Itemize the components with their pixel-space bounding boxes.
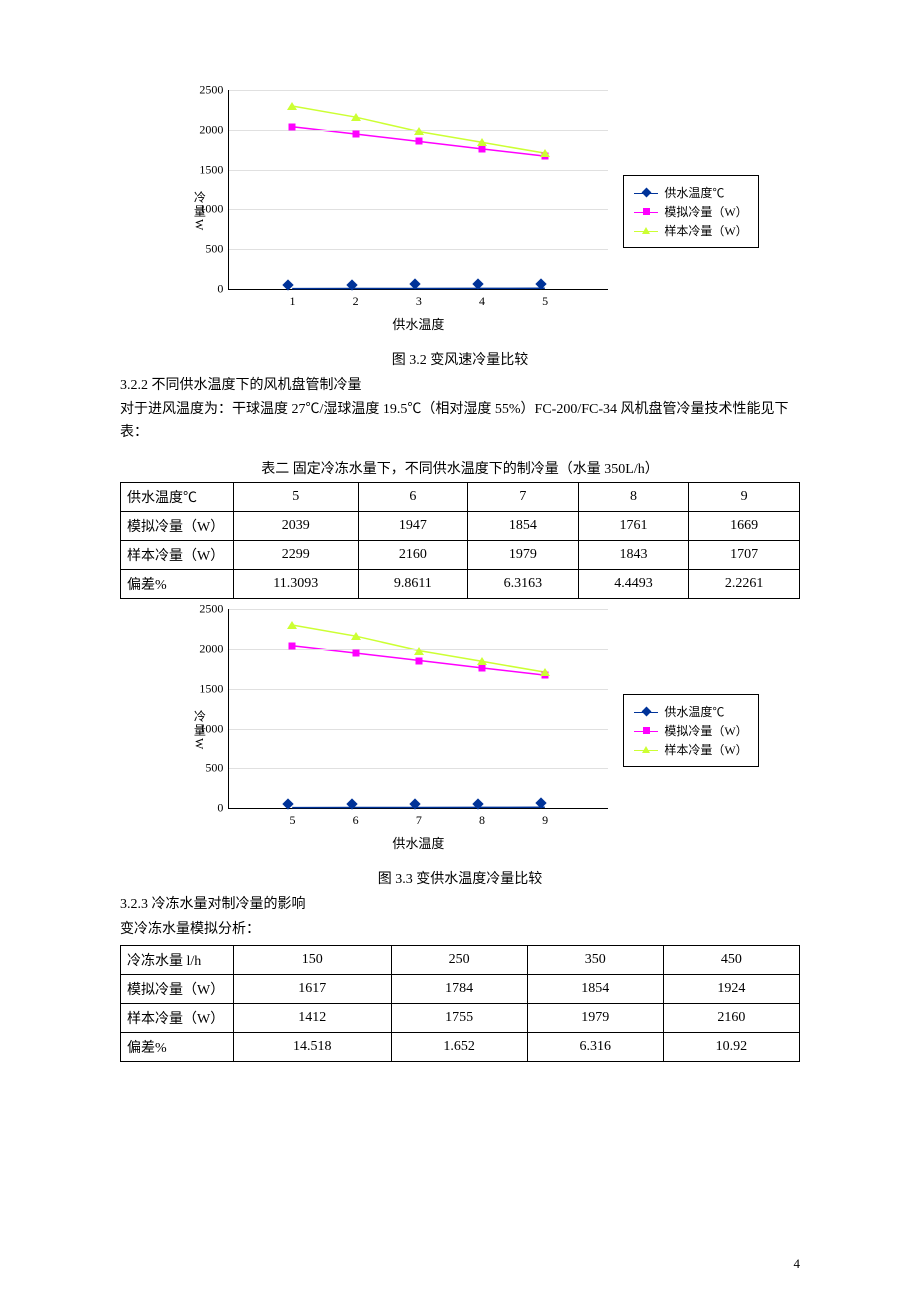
table-cell: 1947	[358, 512, 468, 541]
chart-fig-3-2: 冷量W 0500100015002000250012345 供水温度 供水温度℃…	[150, 90, 800, 333]
table-cell: 6.3163	[468, 570, 579, 599]
table-header-cell: 250	[391, 945, 527, 974]
table-cell: 样本冷量（W）	[121, 541, 234, 570]
xtick-label: 3	[416, 294, 422, 309]
legend-item: 模拟冷量（W）	[634, 722, 747, 739]
table-row: 模拟冷量（W）1617178418541924	[121, 974, 800, 1003]
ytick-label: 0	[181, 282, 223, 297]
table-cell: 1617	[234, 974, 392, 1003]
ytick-label: 2500	[181, 602, 223, 617]
section-3-2-2-text: 对于进风温度为：干球温度 27℃/湿球温度 19.5℃（相对湿度 55%）FC-…	[120, 399, 800, 444]
table-cell: 1854	[468, 512, 579, 541]
table-cell: 偏差%	[121, 570, 234, 599]
ytick-label: 1500	[181, 162, 223, 177]
table-cell: 4.4493	[578, 570, 689, 599]
table-header-cell: 冷冻水量 l/h	[121, 945, 234, 974]
ytick-label: 500	[181, 761, 223, 776]
section-3-2-2-title: 3.2.2 不同供水温度下的风机盘管制冷量	[120, 375, 800, 397]
ytick-label: 2000	[181, 122, 223, 137]
table-header-cell: 150	[234, 945, 392, 974]
xtick-label: 4	[479, 294, 485, 309]
chart2-xlabel: 供水温度	[228, 833, 608, 852]
table-header-cell: 9	[689, 483, 800, 512]
table-cell: 2039	[234, 512, 359, 541]
section-3-2-3-title: 3.2.3 冷冻水量对制冷量的影响	[120, 894, 800, 916]
ytick-label: 2500	[181, 83, 223, 98]
table-header-cell: 350	[527, 945, 663, 974]
table-header-cell: 450	[663, 945, 799, 974]
table-cell: 1784	[391, 974, 527, 1003]
table-row: 模拟冷量（W）20391947185417611669	[121, 512, 800, 541]
table-3: 冷冻水量 l/h150250350450模拟冷量（W）1617178418541…	[120, 945, 800, 1062]
table-header-cell: 6	[358, 483, 468, 512]
legend-item: 样本冷量（W）	[634, 222, 747, 239]
table-row: 样本冷量（W）1412175519792160	[121, 1003, 800, 1032]
ytick-label: 2000	[181, 641, 223, 656]
table-cell: 9.8611	[358, 570, 468, 599]
caption-fig-3-3: 图 3.3 变供水温度冷量比较	[120, 868, 800, 888]
table-cell: 2160	[663, 1003, 799, 1032]
table-cell: 1979	[468, 541, 579, 570]
table-cell: 1854	[527, 974, 663, 1003]
legend-item: 供水温度℃	[634, 184, 747, 201]
table-cell: 11.3093	[234, 570, 359, 599]
table-cell: 14.518	[234, 1032, 392, 1061]
table-row: 偏差%14.5181.6526.31610.92	[121, 1032, 800, 1061]
table-cell: 样本冷量（W）	[121, 1003, 234, 1032]
ytick-label: 500	[181, 242, 223, 257]
table-cell: 1755	[391, 1003, 527, 1032]
table-header-cell: 供水温度℃	[121, 483, 234, 512]
table-cell: 2160	[358, 541, 468, 570]
table-cell: 偏差%	[121, 1032, 234, 1061]
table-row: 偏差%11.30939.86116.31634.44932.2261	[121, 570, 800, 599]
table-cell: 1669	[689, 512, 800, 541]
xtick-label: 1	[289, 294, 295, 309]
caption-fig-3-2: 图 3.2 变风速冷量比较	[120, 349, 800, 369]
chart-fig-3-3: 冷量W 0500100015002000250056789 供水温度 供水温度℃…	[150, 609, 800, 852]
xtick-label: 2	[353, 294, 359, 309]
table-header-cell: 5	[234, 483, 359, 512]
ytick-label: 0	[181, 801, 223, 816]
ytick-label: 1000	[181, 202, 223, 217]
table-cell: 10.92	[663, 1032, 799, 1061]
table-header-cell: 7	[468, 483, 579, 512]
table-2-title: 表二 固定冷冻水量下，不同供水温度下的制冷量（水量 350L/h）	[120, 458, 800, 478]
ytick-label: 1000	[181, 721, 223, 736]
xtick-label: 6	[353, 813, 359, 828]
table-cell: 2299	[234, 541, 359, 570]
legend-item: 样本冷量（W）	[634, 741, 747, 758]
xtick-label: 5	[542, 294, 548, 309]
table-cell: 1707	[689, 541, 800, 570]
table-cell: 1.652	[391, 1032, 527, 1061]
ytick-label: 1500	[181, 681, 223, 696]
page-number: 4	[794, 1256, 801, 1272]
xtick-label: 8	[479, 813, 485, 828]
table-cell: 2.2261	[689, 570, 800, 599]
legend-item: 模拟冷量（W）	[634, 203, 747, 220]
chart1-xlabel: 供水温度	[228, 314, 608, 333]
legend-item: 供水温度℃	[634, 703, 747, 720]
chart1-legend: 供水温度℃ 模拟冷量（W） 样本冷量（W）	[623, 175, 758, 248]
table-cell: 6.316	[527, 1032, 663, 1061]
xtick-label: 7	[416, 813, 422, 828]
chart2-legend: 供水温度℃ 模拟冷量（W） 样本冷量（W）	[623, 694, 758, 767]
table-row: 样本冷量（W）22992160197918431707	[121, 541, 800, 570]
table-2: 供水温度℃56789模拟冷量（W）20391947185417611669样本冷…	[120, 482, 800, 599]
table-cell: 模拟冷量（W）	[121, 512, 234, 541]
table-cell: 1761	[578, 512, 689, 541]
table-cell: 模拟冷量（W）	[121, 974, 234, 1003]
table-header-cell: 8	[578, 483, 689, 512]
xtick-label: 9	[542, 813, 548, 828]
xtick-label: 5	[289, 813, 295, 828]
table-cell: 1924	[663, 974, 799, 1003]
table-cell: 1843	[578, 541, 689, 570]
table-cell: 1979	[527, 1003, 663, 1032]
section-3-2-3-text: 变冷冻水量模拟分析：	[120, 919, 800, 941]
table-cell: 1412	[234, 1003, 392, 1032]
